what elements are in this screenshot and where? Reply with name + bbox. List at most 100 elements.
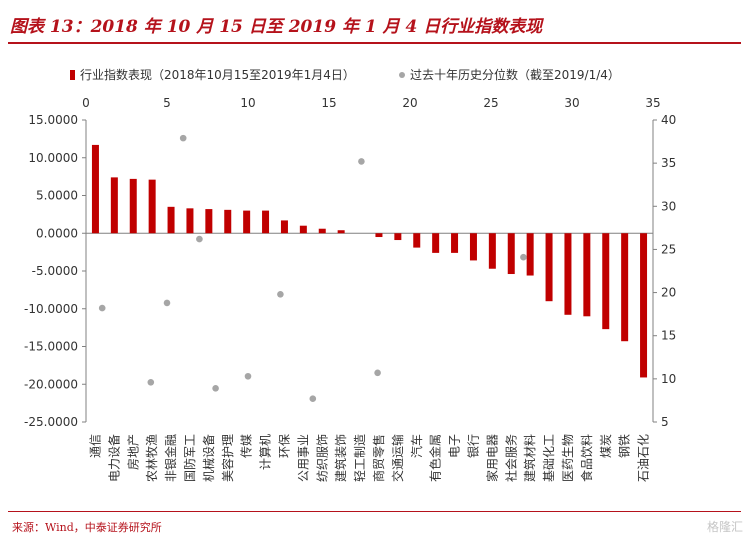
left-tick-label: -10.0000 bbox=[24, 302, 78, 316]
category-label: 电力设备 bbox=[107, 434, 121, 482]
category-label: 电子 bbox=[448, 434, 462, 458]
bar-建筑材料 bbox=[526, 233, 534, 276]
category-label: 食品饮料 bbox=[579, 434, 594, 482]
percentile-dot bbox=[374, 369, 381, 377]
bar-房地产 bbox=[129, 178, 137, 234]
bar-电子 bbox=[451, 233, 459, 253]
bar-银行 bbox=[469, 233, 477, 261]
right-tick-label: 35 bbox=[661, 156, 676, 170]
percentile-dot bbox=[520, 253, 527, 261]
left-tick-label: 5.0000 bbox=[36, 189, 78, 203]
left-tick-label: -5.0000 bbox=[32, 264, 78, 278]
left-tick-label: 15.0000 bbox=[28, 113, 78, 127]
category-label: 农林牧渔 bbox=[145, 434, 159, 482]
bar-医药生物 bbox=[564, 233, 572, 315]
top-tick-label: 15 bbox=[321, 96, 336, 110]
category-label: 基础化工 bbox=[542, 434, 556, 482]
percentile-dots bbox=[98, 134, 527, 403]
category-label: 轻工制造 bbox=[353, 434, 367, 482]
percentile-dot bbox=[277, 290, 284, 298]
category-label: 传媒 bbox=[239, 434, 254, 458]
category-label: 美容护理 bbox=[220, 434, 235, 482]
category-label: 环保 bbox=[277, 434, 291, 458]
bar-电力设备 bbox=[110, 177, 118, 234]
category-label: 交通运输 bbox=[390, 434, 405, 482]
bar-汽车 bbox=[413, 233, 421, 248]
bar-交通运输 bbox=[394, 233, 402, 241]
right-tick-label: 30 bbox=[661, 199, 676, 213]
bar-有色金属 bbox=[432, 233, 440, 253]
category-label: 银行 bbox=[466, 434, 480, 458]
top-tick-label: 0 bbox=[82, 96, 90, 110]
bar-机械设备 bbox=[205, 209, 213, 234]
top-tick-label: 35 bbox=[645, 96, 660, 110]
legend-label-bar: 行业指数表现（2018年10月15至2019年1月4日） bbox=[80, 67, 355, 82]
percentile-dot bbox=[179, 134, 187, 142]
category-labels: 通信 电力设备 房地产 农林牧渔 非银金融 国防军工 机械设备 美容护理 传媒 计算机 环保 公用事业… bbox=[88, 434, 650, 482]
category-label: 非银金融 bbox=[163, 434, 178, 482]
bar-美容护理 bbox=[224, 209, 232, 234]
bar-国防军工 bbox=[186, 208, 194, 234]
axes: 15.0000 10.0000 5.0000 0.0000 -5.0000 -10.000… bbox=[24, 96, 676, 429]
legend-dot-swatch bbox=[399, 72, 405, 78]
legend-bar-swatch bbox=[70, 70, 75, 80]
bar-环保 bbox=[280, 220, 288, 234]
top-tick-label: 20 bbox=[402, 96, 417, 110]
percentile-dot bbox=[163, 299, 171, 307]
bar-传媒 bbox=[243, 210, 251, 234]
bars bbox=[91, 144, 648, 378]
legend-label-dot: 过去十年历史分位数（截至2019/1/4） bbox=[410, 67, 620, 82]
category-label: 建筑装饰 bbox=[333, 434, 348, 482]
left-tick-label: 10.0000 bbox=[28, 151, 78, 165]
bar-煤炭 bbox=[602, 233, 610, 330]
category-label: 建筑材料 bbox=[522, 434, 537, 482]
percentile-dot bbox=[98, 304, 106, 312]
percentile-dot bbox=[309, 395, 317, 403]
figure-title: 图表 13：2018 年 10 月 15 日至 2019 年 1 月 4 日行业… bbox=[10, 17, 543, 37]
category-label: 公用事业 bbox=[296, 434, 310, 482]
watermark: 格隆汇 bbox=[706, 520, 743, 534]
percentile-dot bbox=[244, 372, 252, 380]
left-tick-label: -25.0000 bbox=[24, 415, 78, 429]
bar-纺织服饰 bbox=[318, 228, 326, 234]
bar-计算机 bbox=[262, 210, 270, 234]
right-tick-label: 20 bbox=[661, 286, 676, 300]
category-label: 社会服务 bbox=[503, 434, 518, 482]
left-tick-label: -20.0000 bbox=[24, 377, 78, 391]
title-rule bbox=[8, 42, 741, 44]
category-label: 钢铁 bbox=[618, 434, 632, 458]
right-tick-label: 25 bbox=[661, 242, 676, 256]
bar-公用事业 bbox=[299, 225, 307, 234]
bar-建筑装饰 bbox=[337, 230, 345, 234]
legend: 行业指数表现（2018年10月15至2019年1月4日） 过去十年历史分位数（截… bbox=[70, 67, 620, 82]
bar-食品饮料 bbox=[583, 233, 591, 317]
bar-通信 bbox=[91, 144, 99, 234]
category-label: 家用电器 bbox=[484, 434, 499, 482]
category-label: 有色金属 bbox=[428, 434, 443, 482]
right-tick-label: 40 bbox=[661, 113, 676, 127]
percentile-dot bbox=[358, 158, 365, 165]
percentile-dot bbox=[196, 235, 203, 243]
bar-家用电器 bbox=[488, 233, 496, 269]
bar-非银金融 bbox=[167, 206, 175, 234]
category-label: 计算机 bbox=[258, 434, 273, 470]
top-tick-label: 10 bbox=[240, 96, 255, 110]
bar-石油石化 bbox=[640, 233, 648, 378]
right-tick-label: 5 bbox=[661, 415, 669, 429]
percentile-dot bbox=[147, 379, 155, 386]
category-label: 国防军工 bbox=[182, 434, 197, 482]
top-tick-label: 30 bbox=[564, 96, 579, 110]
right-tick-label: 15 bbox=[661, 329, 676, 343]
category-label: 商贸零售 bbox=[371, 434, 386, 482]
left-tick-label: 0.0000 bbox=[36, 226, 78, 240]
category-label: 医药生物 bbox=[561, 434, 575, 482]
top-tick-label: 5 bbox=[163, 96, 171, 110]
bar-商贸零售 bbox=[375, 233, 383, 238]
bar-农林牧渔 bbox=[148, 179, 156, 234]
bar-基础化工 bbox=[545, 233, 553, 302]
source-note: 来源：Wind，中泰证券研究所 bbox=[12, 521, 162, 534]
category-label: 汽车 bbox=[409, 434, 424, 458]
footer-rule bbox=[8, 511, 741, 512]
category-label: 石油石化 bbox=[637, 434, 651, 482]
